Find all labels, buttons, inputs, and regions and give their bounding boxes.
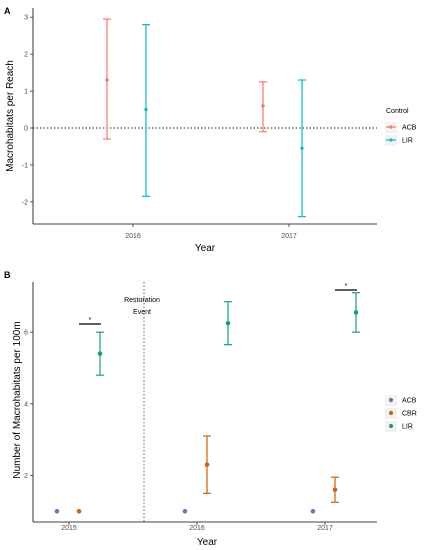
panel-a-legend-dot-lir	[389, 138, 393, 142]
panel-a-legend-title: Control	[386, 108, 409, 115]
panel-a-point-acb-2017	[261, 104, 265, 108]
significance-star-2015: *	[89, 317, 92, 324]
panel-b: B Number of Macrohabitats per 100m Year …	[4, 270, 417, 548]
panel-a-y-tick-label: -1	[22, 162, 28, 169]
panel-a: A Macrohabitats per Reach Year Control -…	[4, 6, 417, 254]
panel-a-x-tick-label: 2017	[281, 233, 297, 240]
panel-b-point-acb-2015	[54, 508, 60, 514]
panel-a-y-tick-label: 1	[24, 89, 28, 96]
panel-b-point-acb-2017	[310, 508, 316, 514]
panel-b-point-lir-2016	[225, 320, 231, 326]
panel-a-x-axis-title: Year	[195, 243, 216, 254]
panel-a-legend-dot-acb	[389, 125, 393, 129]
panel-a-x-tick-label: 2016	[125, 233, 141, 240]
panel-b-legend-dot-lir	[388, 423, 394, 429]
panel-b-legend-label-acb: ACB	[402, 398, 417, 405]
panel-b-point-cbr-2017	[332, 487, 338, 493]
panel-b-y-axis-title: Number of Macrohabitats per 100m	[12, 321, 23, 478]
panel-b-legend-label-lir: LIR	[402, 424, 413, 431]
panel-b-y-tick-label: 6	[24, 330, 28, 337]
panel-b-point-lir-2017	[353, 310, 359, 315]
panel-b-x-tick-label: 2015	[61, 525, 77, 532]
panel-a-point-lir-2017	[300, 146, 304, 151]
panel-b-x-axis-title: Year	[197, 537, 218, 548]
panel-a-y-tick-label: 2	[24, 52, 28, 59]
panel-a-point-acb-2016	[105, 78, 109, 82]
significance-2017: *	[335, 283, 357, 291]
panel-b-point-cbr-2016	[204, 462, 210, 467]
panel-b-legend-dot-cbr	[388, 410, 394, 416]
restoration-annotation-line-2: Event	[133, 309, 151, 316]
restoration-annotation-line-1: Restoration	[124, 297, 160, 304]
panel-a-y-tick-label: -2	[22, 199, 28, 206]
panel-a-point-lir-2016	[144, 107, 148, 112]
panel-b-legend-dot-acb	[388, 397, 394, 403]
panel-b-legend-label-cbr: CBR	[402, 411, 417, 418]
panel-a-legend-label-lir: LIR	[402, 138, 413, 145]
panel-b-point-lir-2015	[97, 351, 103, 356]
significance-star-2017: *	[345, 283, 348, 290]
panel-a-y-axis-title: Macrohabitats per Reach	[5, 60, 16, 172]
panel-a-y-tick-label: 0	[24, 126, 28, 133]
panel-a-y-tick-label: 3	[24, 15, 28, 22]
panel-b-point-cbr-2015	[76, 508, 82, 514]
panel-b-y-tick-label: 2	[24, 473, 28, 480]
panel-b-x-tick-label: 2017	[317, 525, 333, 532]
panel-b-point-acb-2016	[182, 508, 188, 514]
panel-b-label: B	[4, 270, 11, 280]
panel-a-label: A	[4, 6, 11, 16]
panel-b-x-tick-label: 2016	[189, 525, 205, 532]
panel-a-legend-label-acb: ACB	[402, 125, 417, 132]
significance-2015: *	[79, 317, 101, 325]
panel-b-y-tick-label: 4	[24, 401, 28, 408]
